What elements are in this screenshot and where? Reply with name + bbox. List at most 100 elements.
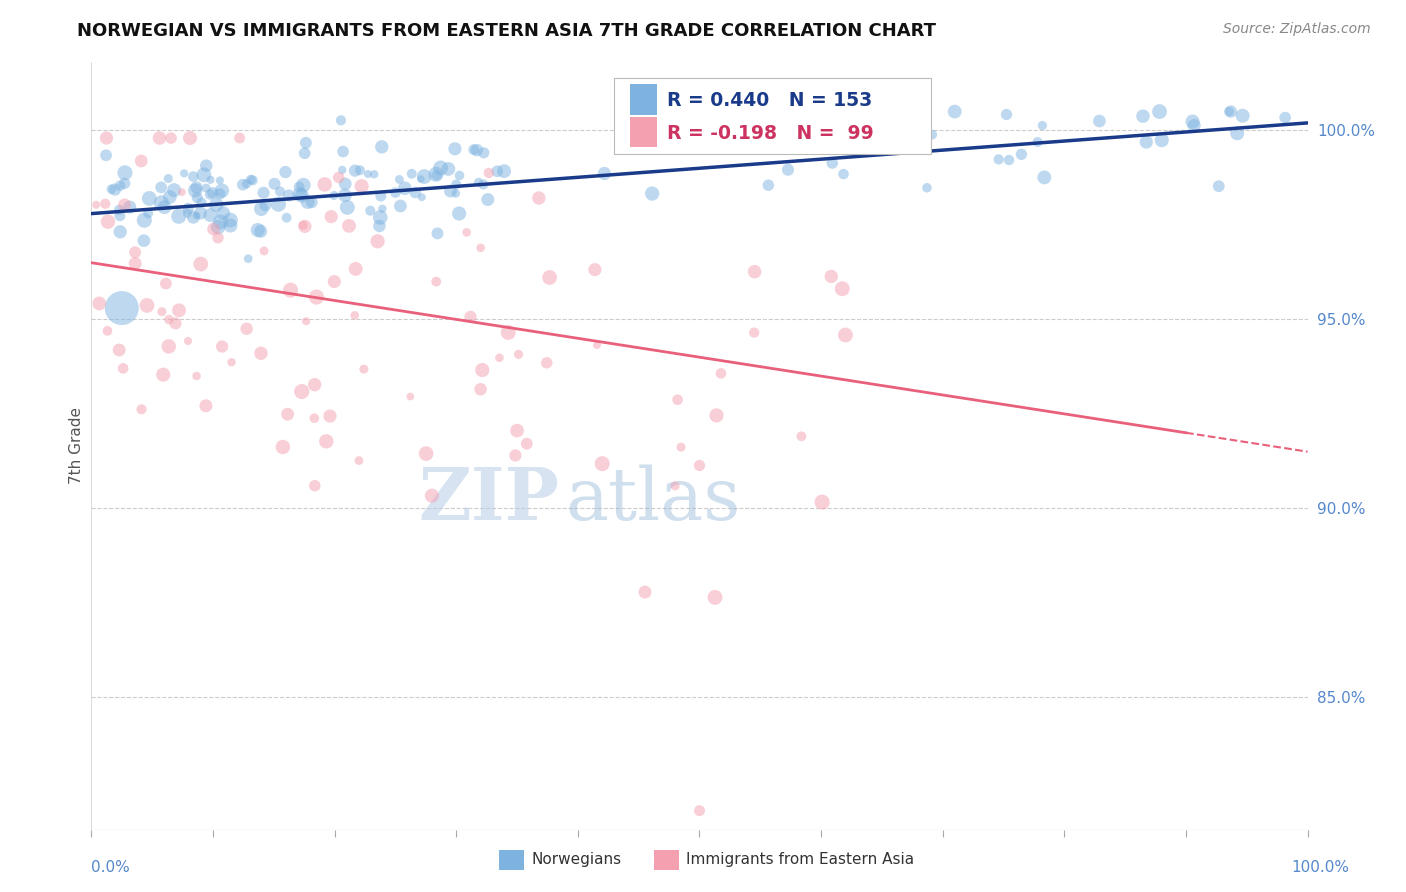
- Point: [184, 184, 207, 198]
- Point: [404, 186, 426, 200]
- Point: [1149, 104, 1171, 119]
- Point: [1208, 179, 1230, 194]
- Point: [508, 347, 530, 361]
- Point: [343, 309, 366, 323]
- Point: [157, 339, 180, 353]
- Point: [202, 222, 225, 236]
- Point: [235, 322, 257, 336]
- Point: [371, 202, 394, 216]
- Point: [129, 153, 152, 168]
- Point: [1274, 111, 1296, 125]
- Point: [292, 178, 315, 192]
- Point: [444, 186, 467, 201]
- Point: [219, 213, 242, 227]
- Point: [477, 193, 499, 207]
- Point: [152, 368, 174, 382]
- Point: [496, 326, 519, 340]
- Point: [138, 191, 160, 205]
- Point: [415, 447, 437, 461]
- Point: [439, 184, 461, 198]
- Point: [359, 203, 381, 218]
- Point: [586, 338, 609, 352]
- Point: [94, 196, 117, 211]
- Point: [198, 187, 221, 202]
- Point: [478, 166, 501, 180]
- Point: [330, 163, 353, 178]
- Point: [207, 231, 229, 245]
- Point: [538, 270, 561, 285]
- Point: [235, 177, 257, 191]
- Point: [350, 179, 373, 194]
- Point: [155, 277, 177, 291]
- Point: [165, 317, 187, 331]
- Point: [200, 173, 222, 187]
- Point: [1218, 104, 1240, 119]
- Point: [426, 227, 449, 241]
- Text: 0.0%: 0.0%: [91, 860, 131, 874]
- Point: [269, 185, 291, 199]
- Point: [811, 495, 834, 509]
- Point: [357, 167, 380, 181]
- Point: [1135, 135, 1157, 149]
- Point: [100, 182, 122, 196]
- Point: [277, 188, 299, 202]
- Point: [401, 167, 423, 181]
- Point: [1132, 109, 1154, 123]
- Point: [242, 173, 264, 187]
- Point: [150, 180, 173, 194]
- Point: [449, 169, 471, 183]
- Point: [294, 219, 316, 234]
- Point: [921, 128, 943, 142]
- Point: [460, 310, 482, 324]
- Point: [291, 188, 314, 202]
- Point: [456, 226, 478, 240]
- Point: [1219, 104, 1241, 119]
- Point: [449, 206, 471, 220]
- Point: [465, 143, 488, 157]
- Point: [167, 210, 190, 224]
- Point: [108, 178, 131, 193]
- Point: [150, 304, 173, 318]
- Point: [472, 178, 495, 192]
- Point: [855, 126, 877, 140]
- Point: [297, 195, 319, 210]
- Point: [641, 186, 664, 201]
- Point: [786, 123, 808, 137]
- Point: [136, 298, 159, 312]
- Point: [179, 131, 201, 145]
- Point: [413, 169, 436, 184]
- Point: [409, 172, 432, 186]
- Point: [536, 356, 558, 370]
- Point: [304, 377, 326, 392]
- Point: [664, 479, 686, 493]
- Point: [314, 178, 336, 192]
- Point: [124, 245, 146, 260]
- Text: Source: ZipAtlas.com: Source: ZipAtlas.com: [1223, 22, 1371, 37]
- Point: [336, 200, 359, 214]
- Point: [112, 361, 135, 376]
- Point: [304, 411, 326, 425]
- Point: [1026, 135, 1049, 149]
- Point: [821, 156, 844, 170]
- Point: [399, 390, 422, 404]
- Point: [186, 191, 208, 205]
- Point: [790, 429, 813, 443]
- Point: [425, 167, 447, 181]
- Point: [389, 199, 412, 213]
- Point: [193, 168, 215, 182]
- Point: [329, 113, 352, 128]
- Point: [494, 164, 516, 178]
- Point: [208, 173, 231, 187]
- Point: [444, 142, 467, 156]
- Point: [292, 218, 315, 232]
- Point: [250, 202, 273, 216]
- Point: [177, 202, 200, 216]
- Point: [839, 135, 862, 149]
- Point: [444, 178, 467, 192]
- Point: [280, 283, 302, 297]
- Point: [253, 244, 276, 258]
- Point: [666, 392, 689, 407]
- FancyBboxPatch shape: [630, 84, 657, 115]
- Point: [1033, 170, 1056, 185]
- Point: [114, 198, 136, 212]
